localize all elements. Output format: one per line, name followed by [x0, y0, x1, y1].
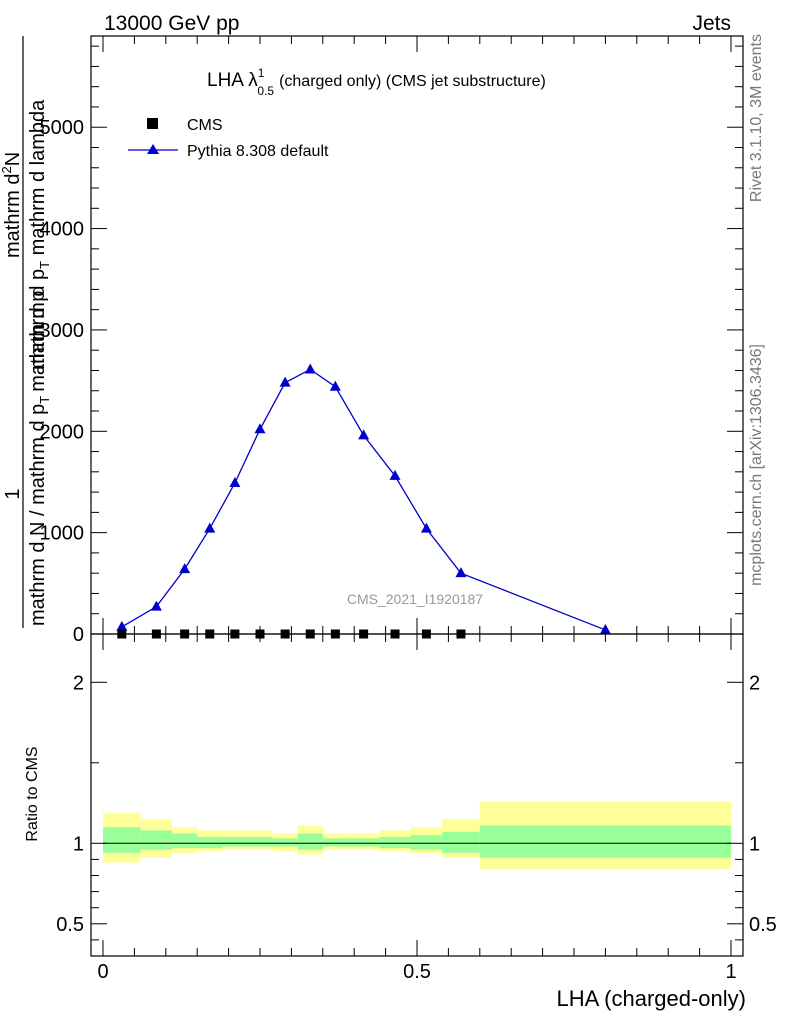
pythia-point-7	[304, 363, 316, 374]
ylabel-denominator-1: mathrm d N / mathrm d pTmathrm d p	[27, 291, 52, 626]
pythia-point-3	[204, 522, 216, 533]
plot-title: LHA λ1 0.5 (charged only) (CMS jet substru…	[207, 66, 546, 98]
ylabel-denominator3-text: mathrm d p	[27, 269, 49, 370]
ratio-inner-band-6	[272, 838, 298, 847]
legend-pythia-marker	[147, 144, 159, 154]
pythia-point-5	[254, 423, 266, 434]
xtick-label-1: 0.5	[403, 961, 431, 983]
main-ytick-label-2: 2000	[40, 421, 85, 443]
pythia-point-1	[150, 600, 162, 611]
pythia-point-2	[179, 563, 191, 574]
ratio-ytick-label-right-2: 2	[749, 672, 760, 694]
pythia-point-12	[455, 567, 467, 578]
legend: CMS Pythia 8.308 default	[128, 117, 329, 160]
ratio-ytick-label-left-2: 2	[73, 672, 84, 694]
ratio-uncertainty-bands	[103, 801, 731, 870]
ratio-inner-band-3	[197, 836, 223, 849]
ylabel-denominator-tail: mathrm d p	[27, 291, 49, 392]
pythia-point-6	[279, 376, 291, 387]
plot-title-rest: (charged only) (CMS jet substructure)	[279, 73, 546, 90]
header-jets-label: Jets	[692, 12, 731, 35]
ratio-plot-frame	[90, 633, 744, 957]
main-y-axis-label: 1 mathrm d N / mathrm d pTmathrm d p mat…	[0, 36, 52, 628]
axis-ticks: 0 1000 2000 3000 4000 5000 0.5 0.5 1 1 2 2 0 0.5 1	[40, 36, 777, 983]
ratio-y-axis-label: Ratio to CMS	[24, 746, 41, 841]
ylabel-denominator-3: mathrm d pT mathrm d lambda	[27, 99, 52, 370]
ratio-ytick-label-left-0: 0.5	[56, 914, 84, 936]
ratio-inner-band-10	[379, 836, 411, 849]
main-ytick-label-0: 0	[73, 624, 84, 646]
ratio-inner-band-9	[347, 838, 380, 847]
ratio-inner-band-1	[140, 830, 173, 850]
xtick-label-2: 1	[725, 961, 736, 983]
ylabel-denominator-text: mathrm d N / mathrm d p	[27, 404, 49, 626]
legend-cms-label: CMS	[187, 117, 223, 134]
pythia-point-8	[329, 380, 341, 391]
ratio-inner-band-5	[247, 836, 273, 847]
pythia-series-line	[121, 368, 606, 631]
ylabel-numerator-one: 1	[2, 488, 24, 499]
ratio-inner-band-4	[222, 836, 248, 847]
ylabel-denominator3-sub: T	[37, 261, 52, 269]
plot-title-main: LHA λ	[207, 70, 258, 91]
ratio-inner-band-13	[479, 825, 731, 858]
xtick-label-0: 0	[97, 961, 108, 983]
ratio-ytick-label-right-0: 0.5	[749, 914, 777, 936]
ratio-inner-band-0	[103, 827, 141, 853]
mcplots-reference-label: mcplots.cern.ch [arXiv:1306.3436]	[748, 344, 765, 586]
ratio-ytick-label-left-1: 1	[73, 833, 84, 855]
plot-title-sub: 0.5	[257, 84, 274, 98]
ratio-inner-band-12	[442, 832, 480, 853]
x-axis-label: LHA (charged-only)	[556, 986, 746, 1011]
main-ytick-label-4: 4000	[40, 219, 85, 241]
pythia-point-0	[116, 620, 128, 631]
ratio-inner-band-11	[410, 835, 443, 850]
rivet-version-label: Rivet 3.1.10, 3M events	[748, 34, 765, 202]
ylabel-numerator-sup: 2	[0, 166, 14, 173]
plot-title-sup: 1	[258, 66, 265, 80]
ylabel-denominator3-tail: mathrm d lambda	[27, 99, 49, 261]
ratio-inner-band-8	[322, 838, 348, 847]
main-ytick-label-5: 5000	[40, 117, 85, 139]
pythia-point-10	[389, 469, 401, 480]
pythia-point-4	[229, 476, 241, 487]
pythia-point-11	[420, 522, 432, 533]
analysis-watermark: CMS_2021_I1920187	[347, 591, 483, 607]
legend-pythia-label: Pythia 8.308 default	[187, 143, 329, 160]
main-ytick-label-1: 1000	[40, 523, 85, 545]
legend-cms-marker	[147, 118, 158, 129]
ratio-ytick-label-right-1: 1	[749, 833, 760, 855]
pythia-point-9	[358, 429, 370, 440]
ylabel-numerator-2: mathrm d2N	[0, 152, 24, 258]
ylabel-denominator-sub: T	[37, 396, 52, 404]
main-ytick-label-3: 3000	[40, 320, 85, 342]
ylabel-numerator-tail: N	[2, 152, 24, 166]
header-energy-label: 13000 GeV pp	[104, 12, 239, 35]
ratio-inner-band-2	[172, 833, 198, 849]
ylabel-numerator-text: mathrm d	[2, 174, 24, 258]
ratio-inner-band-7	[297, 833, 323, 850]
